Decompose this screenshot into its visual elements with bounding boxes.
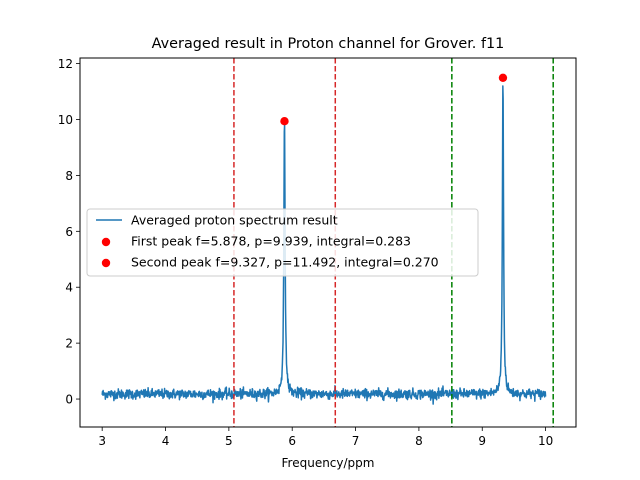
plot-frame xyxy=(79,57,577,428)
legend-dot-swatch xyxy=(101,237,111,247)
legend-entry-label: First peak f=5.878, p=9.939, integral=0.… xyxy=(131,234,411,249)
x-tick-label: 10 xyxy=(538,434,553,448)
x-axis-label: Frequency/ppm xyxy=(282,456,375,470)
legend-entry-label: Averaged proton spectrum result xyxy=(131,213,338,228)
peak-marker-1 xyxy=(280,117,289,126)
y-tick-label: 6 xyxy=(65,225,73,239)
x-tick-label: 7 xyxy=(352,434,360,448)
legend-dot-swatch xyxy=(101,258,111,268)
spectrum-line xyxy=(101,85,547,405)
x-tick-label: 5 xyxy=(225,434,233,448)
y-tick-label: 2 xyxy=(65,337,73,351)
y-tick-label: 0 xyxy=(65,393,73,407)
x-tick-label: 3 xyxy=(98,434,106,448)
peak-marker-2 xyxy=(498,73,508,82)
x-tick-label: 4 xyxy=(162,434,170,448)
legend: Averaged proton spectrum result First pea… xyxy=(86,208,479,277)
ticks-layer: 3 4 5 6 7 8 9 10 0 2 4 6 8 10 12 xyxy=(58,57,554,448)
y-tick-label: 12 xyxy=(58,57,73,71)
x-tick-label: 8 xyxy=(415,434,423,448)
chart-title: Averaged result in Proton channel for Gr… xyxy=(152,36,505,52)
y-tick-label: 4 xyxy=(65,281,73,295)
legend-entry-label: Second peak f=9.327, p=11.492, integral=… xyxy=(131,255,439,270)
y-tick-label: 8 xyxy=(65,169,73,183)
y-tick-label: 10 xyxy=(58,113,73,127)
x-tick-label: 9 xyxy=(478,434,486,448)
x-tick-label: 6 xyxy=(288,434,296,448)
legend-box xyxy=(86,208,479,277)
